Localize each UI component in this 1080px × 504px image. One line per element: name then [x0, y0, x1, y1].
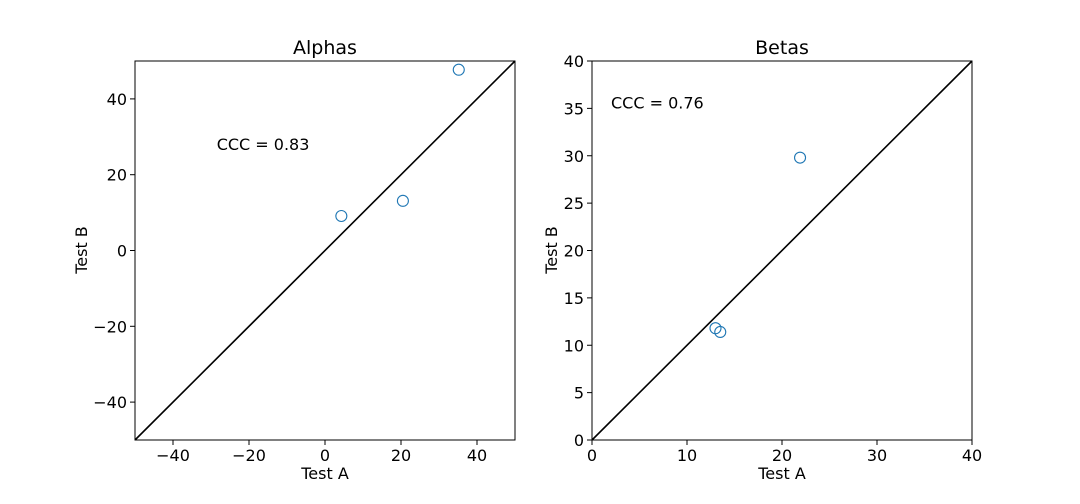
x-tick-label: −40	[156, 446, 190, 465]
identity-line	[591, 60, 973, 441]
alphas-panel: Alphas −40 −20 0 20 40 −40 −20 0 20 40 CCC = 0.83…	[72, 37, 516, 483]
x-tick-label: −20	[232, 446, 266, 465]
x-tick-label: 20	[391, 446, 411, 465]
y-axis-label: Test B	[542, 226, 561, 275]
x-axis-label: Test A	[757, 464, 806, 483]
x-axis-label: Test A	[300, 464, 349, 483]
y-tick-label: −20	[93, 317, 127, 336]
data-point	[793, 151, 807, 164]
data-point	[714, 325, 727, 339]
y-tick-label: 40	[564, 52, 584, 71]
y-tick-label: 20	[107, 166, 127, 185]
x-tick-label: 30	[867, 446, 887, 465]
ccc-annotation: CCC = 0.76	[611, 93, 704, 112]
x-tick-label: 40	[467, 446, 487, 465]
y-tick-label: 25	[564, 194, 584, 213]
x-tick-label: 40	[962, 446, 982, 465]
chart-title: Betas	[755, 37, 809, 59]
data-point	[335, 209, 348, 223]
chart-title: Alphas	[293, 37, 357, 59]
y-tick-label: 40	[107, 90, 127, 109]
y-tick-label: 5	[574, 384, 584, 403]
ccc-annotation: CCC = 0.83	[217, 135, 310, 154]
x-tick-label: 10	[677, 446, 697, 465]
y-tick-label: −40	[93, 393, 127, 412]
data-layer: 0 10 20 30 40 0 5 10 15 20 25 30 35 40	[564, 52, 983, 465]
y-axis-label: Test B	[72, 226, 91, 275]
y-tick-label: 10	[564, 336, 584, 355]
y-tick-label: 20	[564, 242, 584, 261]
betas-panel: Betas 0 10 20 30 40 0 5 10 15 20 25 30 35 40 CCC = 0.…	[542, 37, 982, 483]
x-tick-label: 20	[772, 446, 792, 465]
data-layer: −40 −20 0 20 40 −40 −20 0 20 40	[93, 60, 516, 465]
data-point	[452, 63, 465, 76]
y-tick-label: 35	[564, 99, 584, 118]
y-tick-label: 0	[574, 431, 584, 450]
identity-line	[134, 60, 516, 441]
x-tick-label: 0	[587, 446, 597, 465]
data-point	[396, 194, 409, 207]
y-tick-label: 30	[564, 147, 584, 166]
data-point	[709, 322, 722, 335]
y-tick-label: 15	[564, 289, 584, 308]
y-tick-label: 0	[117, 242, 127, 261]
x-tick-label: 0	[320, 446, 330, 465]
